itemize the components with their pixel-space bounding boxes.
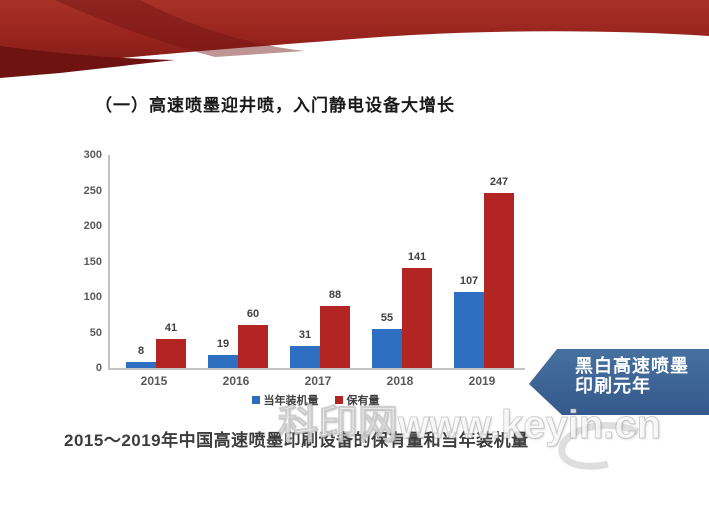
y-tick-label: 300 bbox=[83, 149, 102, 161]
y-tick-label: 150 bbox=[83, 255, 102, 268]
bar-value-label: 60 bbox=[246, 308, 260, 320]
legend-item-当年装机量: 当年装机量 bbox=[251, 392, 319, 408]
bar-chart: 0 50 100 150 200 250 300 8 41 19 60 31 88 55 141 107 24… bbox=[70, 149, 550, 408]
legend-item-保有量: 保有量 bbox=[334, 392, 380, 408]
bar-value-label: 55 bbox=[380, 312, 394, 324]
callout-line2: 印刷元年 bbox=[575, 376, 651, 396]
slide-title: （一）高速喷墨迎井喷，入门静电设备大增长 bbox=[95, 96, 455, 115]
bar-group-2018: 55 141 bbox=[372, 251, 432, 368]
y-tick-label: 200 bbox=[83, 220, 102, 232]
y-tick-label: 50 bbox=[89, 326, 102, 339]
bar-group-2019: 107 247 bbox=[454, 176, 514, 368]
bar-group-2016: 19 60 bbox=[208, 308, 268, 368]
bar-value-label: 107 bbox=[459, 275, 479, 287]
callout-text: 黑白高速喷墨 印刷元年 bbox=[575, 356, 689, 396]
bar-group-2015: 8 41 bbox=[126, 322, 186, 368]
bar-2016-当年装机量: 19 bbox=[208, 338, 238, 368]
legend-label: 当年装机量 bbox=[263, 395, 319, 407]
bar-value-label: 8 bbox=[137, 345, 145, 357]
bar-2017-保有量: 88 bbox=[320, 289, 350, 368]
bar-value-label: 88 bbox=[328, 289, 342, 301]
bar-value-label: 31 bbox=[298, 329, 312, 341]
x-tick-label: 2017 bbox=[304, 374, 332, 388]
bar-group-2017: 31 88 bbox=[290, 289, 350, 368]
header-ribbon-graphic bbox=[0, 0, 709, 78]
bar-2019-保有量: 247 bbox=[484, 176, 514, 368]
x-tick-label: 2018 bbox=[386, 374, 414, 388]
y-tick-label: 250 bbox=[83, 184, 102, 197]
legend-swatch-icon bbox=[334, 396, 343, 404]
legend-swatch-icon bbox=[251, 396, 260, 404]
x-tick-label: 2019 bbox=[468, 374, 496, 388]
bar-2017-当年装机量: 31 bbox=[290, 329, 320, 368]
bar-value-label: 19 bbox=[216, 338, 230, 350]
bar-value-label: 41 bbox=[164, 322, 178, 334]
chart-caption: 2015～2019年中国高速喷墨印刷设备的保有量和当年装机量 bbox=[64, 431, 529, 450]
bar-2015-当年装机量: 8 bbox=[126, 345, 156, 368]
x-tick-label: 2015 bbox=[140, 374, 168, 388]
callout-line1: 黑白高速喷墨 bbox=[575, 356, 689, 376]
bar-2019-当年装机量: 107 bbox=[454, 275, 484, 368]
bar-2018-保有量: 141 bbox=[402, 251, 432, 368]
legend-label: 保有量 bbox=[346, 395, 380, 407]
bar-2016-保有量: 60 bbox=[238, 308, 268, 368]
bar-value-label: 247 bbox=[489, 176, 509, 188]
watermark-logo-swirl bbox=[558, 422, 640, 470]
bar-value-label: 141 bbox=[407, 251, 427, 263]
bar-2018-当年装机量: 55 bbox=[372, 312, 402, 368]
y-tick-label: 100 bbox=[83, 291, 102, 303]
plot-area: 8 41 19 60 31 88 55 141 107 247 bbox=[108, 155, 525, 370]
x-tick-label: 2016 bbox=[222, 374, 250, 388]
y-tick-label: 0 bbox=[95, 362, 102, 374]
chart-legend: 当年装机量 保有量 bbox=[108, 392, 523, 408]
callout-arrow-shape bbox=[529, 349, 709, 415]
bar-2015-保有量: 41 bbox=[156, 322, 186, 368]
